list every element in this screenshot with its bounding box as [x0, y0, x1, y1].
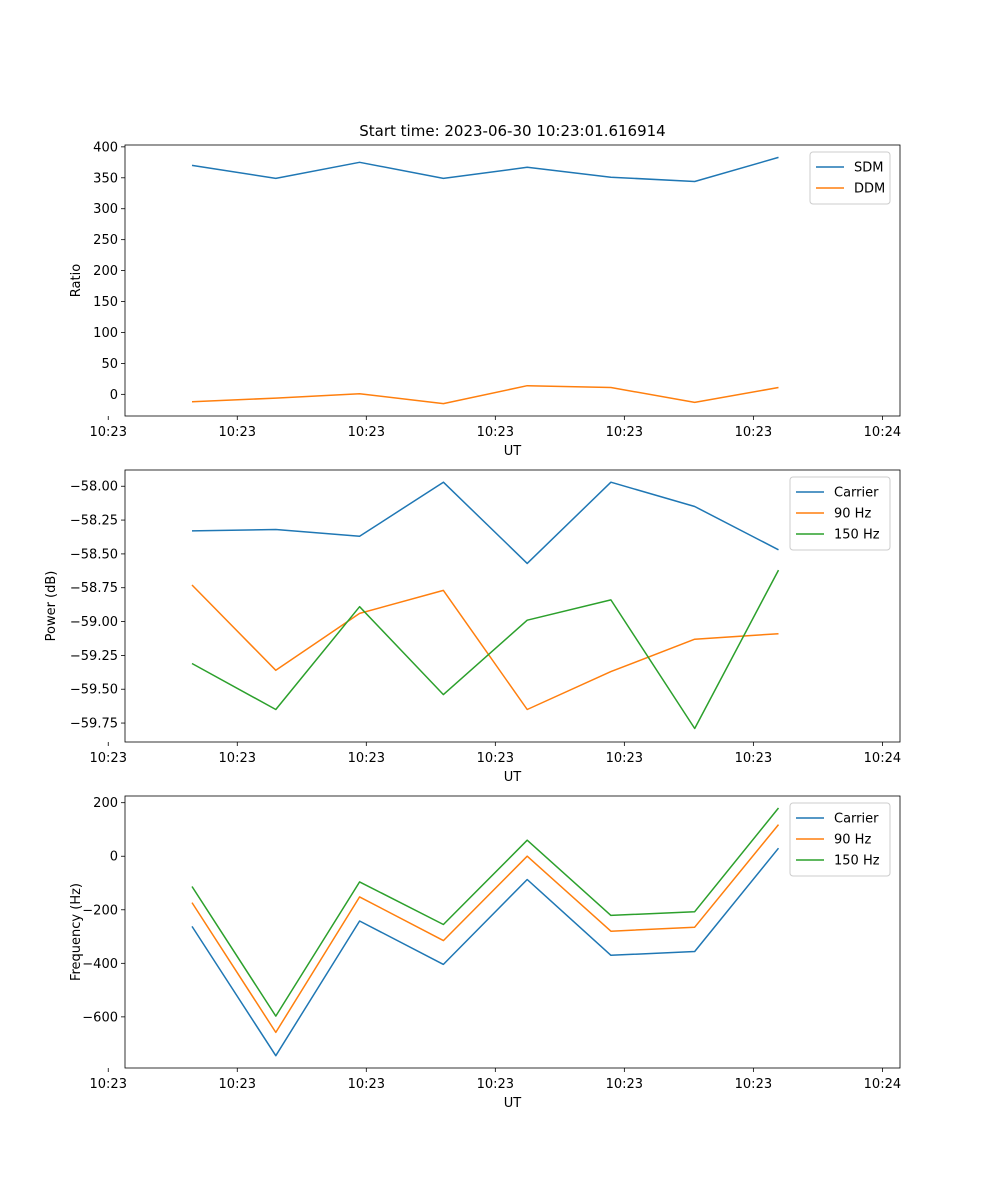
x-tick-label: 10:23	[477, 425, 514, 440]
x-tick-label: 10:23	[348, 1077, 385, 1092]
figure-title: Start time: 2023-06-30 10:23:01.616914	[359, 122, 665, 140]
y-tick-label: −59.25	[70, 649, 118, 664]
x-axis-label: UT	[504, 1096, 522, 1111]
y-tick-label: −400	[82, 957, 118, 972]
series-line-carrier	[191, 847, 780, 1057]
x-tick-label: 10:23	[735, 751, 772, 766]
x-tick-label: 10:23	[735, 1077, 772, 1092]
plot-frame	[124, 469, 901, 743]
x-tick-label: 10:23	[90, 1077, 127, 1092]
x-tick-label: 10:24	[864, 751, 901, 766]
y-tick-label: 100	[93, 326, 118, 341]
series-line-sdm	[191, 156, 779, 183]
y-tick-label: −59.75	[70, 717, 118, 732]
legend-box	[789, 476, 891, 551]
legend-entry-ddm: DDM	[854, 182, 885, 197]
legend-entry-90-hz: 90 Hz	[834, 833, 871, 848]
y-tick-label: 400	[93, 140, 118, 155]
x-tick-label: 10:23	[90, 751, 127, 766]
series-line-90-hz	[191, 584, 779, 711]
legend: SDM DDM	[809, 151, 891, 205]
x-tick-label: 10:23	[348, 425, 385, 440]
x-tick-label: 10:23	[477, 1077, 514, 1092]
y-tick-label: 50	[101, 357, 118, 372]
y-tick-label: −58.75	[70, 581, 118, 596]
x-tick-label: 10:23	[219, 751, 256, 766]
x-tick-label: 10:23	[90, 425, 127, 440]
plot-frame	[124, 795, 901, 1069]
y-tick-label: −59.50	[70, 683, 118, 698]
y-tick-label: 150	[93, 295, 118, 310]
legend-entry-carrier: Carrier	[834, 812, 879, 827]
series-line-150-hz	[191, 807, 780, 1017]
y-tick-label: 250	[93, 233, 118, 248]
legend-box	[809, 151, 891, 205]
legend: Carrier 90 Hz 150 Hz	[789, 802, 891, 877]
y-tick-label: −58.00	[70, 480, 118, 495]
x-axis-label: UT	[504, 444, 522, 459]
x-tick-label: 10:23	[348, 751, 385, 766]
subplot-stack: 10:23 10:23 10:23 10:23 10:23 10:23 10:24 400 35…	[44, 140, 901, 1111]
subplot-2: 10:23 10:23 10:23 10:23 10:23 10:23 10:24 −58.0…	[44, 469, 901, 785]
series-line-150-hz	[191, 569, 780, 730]
x-tick-label: 10:23	[735, 425, 772, 440]
x-tick-label: 10:23	[606, 751, 643, 766]
series-line-ddm	[191, 384, 779, 405]
y-axis-label: Power (dB)	[44, 571, 59, 642]
legend-entry-90-hz: 90 Hz	[834, 507, 871, 522]
x-tick-label: 10:24	[864, 1077, 901, 1092]
y-axis-label: Ratio	[69, 264, 84, 297]
legend: Carrier 90 Hz 150 Hz	[789, 476, 891, 551]
y-tick-label: −600	[82, 1010, 118, 1025]
y-axis-label: Frequency (Hz)	[69, 883, 84, 981]
y-tick-label: 0	[110, 388, 118, 403]
subplot-1: 10:23 10:23 10:23 10:23 10:23 10:23 10:24 400 35…	[69, 140, 901, 459]
y-tick-label: 200	[93, 264, 118, 279]
x-tick-label: 10:23	[219, 1077, 256, 1092]
legend-entry-sdm: SDM	[854, 161, 883, 176]
y-tick-label: −58.50	[70, 547, 118, 562]
legend-entry-carrier: Carrier	[834, 486, 879, 501]
series-line-90-hz	[191, 824, 780, 1034]
x-tick-label: 10:23	[606, 1077, 643, 1092]
y-tick-label: −200	[82, 903, 118, 918]
legend-box	[789, 802, 891, 877]
plot-frame	[124, 144, 901, 417]
x-axis-label: UT	[504, 770, 522, 785]
x-tick-label: 10:24	[864, 425, 901, 440]
y-tick-label: 0	[110, 850, 118, 865]
x-tick-label: 10:23	[219, 425, 256, 440]
y-tick-label: 350	[93, 171, 118, 186]
y-tick-label: −58.25	[70, 514, 118, 529]
x-tick-label: 10:23	[606, 425, 643, 440]
series-line-carrier	[191, 481, 779, 565]
x-tick-label: 10:23	[477, 751, 514, 766]
y-tick-label: 200	[93, 796, 118, 811]
y-tick-label: −59.00	[70, 615, 118, 630]
legend-entry-150-hz: 150 Hz	[834, 854, 880, 869]
y-tick-label: 300	[93, 202, 118, 217]
subplot-3: 10:23 10:23 10:23 10:23 10:23 10:23 10:24 200 0 −…	[69, 795, 901, 1111]
legend-entry-150-hz: 150 Hz	[834, 528, 880, 543]
